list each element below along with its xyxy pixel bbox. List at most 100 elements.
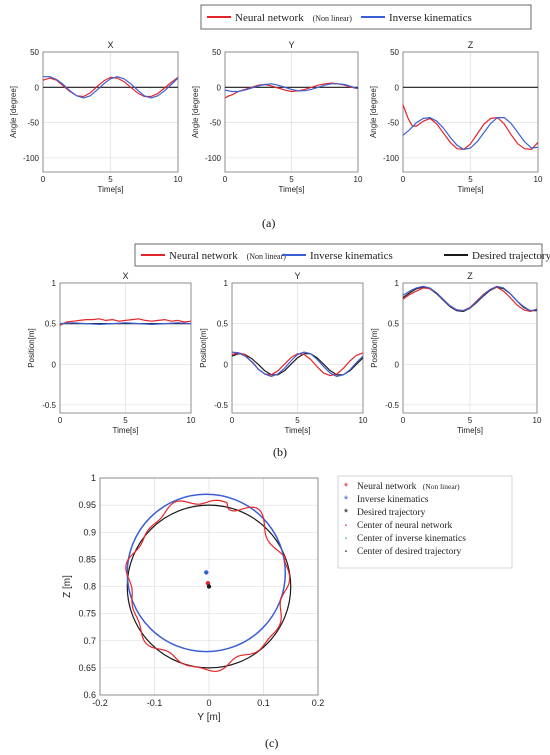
subplot-title: Y bbox=[288, 40, 294, 50]
legend-marker: * bbox=[344, 481, 349, 493]
y-tick-label: -100 bbox=[23, 154, 40, 163]
legend-box bbox=[134, 243, 543, 267]
x-tick-label: 10 bbox=[534, 175, 543, 184]
caption-c: (c) bbox=[265, 736, 279, 750]
y-tick-label: 0.7 bbox=[83, 636, 96, 646]
x-axis-label: Time[s] bbox=[98, 185, 124, 194]
legend-marker: · bbox=[344, 516, 349, 532]
y-tick-label: 0.75 bbox=[78, 609, 96, 619]
axes-frame bbox=[402, 282, 538, 414]
series-line bbox=[42, 76, 179, 98]
y-tick-label: -50 bbox=[209, 119, 221, 128]
x-axis-label: Time[s] bbox=[457, 426, 483, 435]
x-tick-label: 10 bbox=[174, 175, 183, 184]
y-tick-label: 50 bbox=[390, 48, 399, 57]
y-tick-label: 0.5 bbox=[388, 320, 400, 329]
y-tick-label: -0.5 bbox=[42, 401, 56, 410]
series-line bbox=[59, 318, 192, 326]
legend-label: Desired trajectory bbox=[357, 508, 426, 518]
y-tick-label: 0 bbox=[395, 83, 400, 92]
x-tick-label: 0 bbox=[223, 175, 228, 184]
y-tick-label: 0 bbox=[224, 360, 229, 369]
axes-frame bbox=[402, 51, 539, 173]
x-tick-label: 5 bbox=[295, 416, 300, 425]
caption-a: (a) bbox=[262, 216, 276, 230]
y-tick-label: 0 bbox=[35, 83, 40, 92]
y-tick-label: 0.85 bbox=[78, 554, 96, 564]
legend-marker: * bbox=[344, 494, 349, 506]
legend-sublabel: (Non linear) bbox=[313, 14, 353, 23]
y-tick-label: -0.5 bbox=[385, 401, 399, 410]
y-axis-label: Position[m] bbox=[27, 328, 36, 368]
y-axis-label: Position[m] bbox=[199, 328, 208, 368]
series-line bbox=[59, 322, 192, 325]
series-line bbox=[231, 351, 364, 377]
legend-label: Desired trajectory bbox=[472, 250, 550, 262]
series-line bbox=[43, 76, 179, 99]
x-tick-label: 5 bbox=[108, 175, 113, 184]
y-axis-label: Position[m] bbox=[370, 328, 379, 368]
x-tick-label: -0.1 bbox=[147, 698, 163, 708]
y-tick-label: -50 bbox=[27, 119, 39, 128]
trajectory-neural bbox=[125, 499, 291, 672]
x-tick-label: -0.2 bbox=[92, 698, 108, 708]
legend-label: Inverse kinematics bbox=[310, 250, 393, 262]
x-tick-label: 5 bbox=[468, 175, 473, 184]
legend-label: Neural network bbox=[235, 12, 304, 24]
axes-frame bbox=[59, 282, 192, 414]
x-tick-label: 0 bbox=[58, 416, 63, 425]
y-tick-label: 0.9 bbox=[83, 527, 96, 537]
x-tick-label: 0 bbox=[401, 175, 406, 184]
x-tick-label: 10 bbox=[533, 416, 542, 425]
y-tick-label: 0.5 bbox=[45, 320, 57, 329]
x-tick-label: 0 bbox=[206, 698, 211, 708]
x-axis-label: Time[s] bbox=[279, 185, 305, 194]
x-axis-label: Time[s] bbox=[458, 185, 484, 194]
y-tick-label: 0 bbox=[395, 360, 400, 369]
legend-label: Inverse kinematics bbox=[357, 495, 429, 505]
y-tick-label: 0 bbox=[52, 360, 57, 369]
x-tick-label: 0.2 bbox=[312, 698, 325, 708]
y-tick-label: 1 bbox=[91, 473, 96, 483]
x-tick-label: 10 bbox=[187, 416, 196, 425]
series-line bbox=[402, 285, 538, 312]
y-tick-label: 50 bbox=[30, 48, 39, 57]
axes-frame bbox=[231, 282, 364, 414]
y-tick-label: 0.65 bbox=[78, 663, 96, 673]
x-tick-label: 0.1 bbox=[257, 698, 270, 708]
y-axis-label: Angle [degree] bbox=[191, 86, 200, 138]
legend-box bbox=[337, 475, 513, 569]
subplot-title: Z bbox=[468, 40, 474, 50]
center-point bbox=[206, 584, 212, 589]
x-tick-label: 0 bbox=[401, 416, 406, 425]
x-tick-label: 5 bbox=[468, 416, 473, 425]
axes-frame bbox=[99, 477, 319, 696]
subplot-title: X bbox=[107, 40, 113, 50]
trajectory-desired bbox=[126, 504, 292, 669]
y-tick-label: -100 bbox=[205, 154, 222, 163]
legend-marker: * bbox=[344, 507, 349, 519]
y-tick-label: 50 bbox=[212, 48, 221, 57]
y-tick-label: 0 bbox=[217, 83, 222, 92]
y-tick-label: -100 bbox=[383, 154, 400, 163]
legend-sublabel: (Non linear) bbox=[423, 482, 460, 491]
center-point bbox=[204, 570, 209, 575]
series-line bbox=[402, 117, 539, 150]
series-line bbox=[224, 83, 359, 93]
legend-sublabel: (Non linear) bbox=[247, 252, 287, 261]
subplot-title: X bbox=[122, 271, 128, 281]
x-axis-label: Time[s] bbox=[113, 426, 139, 435]
y-axis-label: Angle [degree] bbox=[369, 86, 378, 138]
y-tick-label: -0.5 bbox=[214, 401, 228, 410]
y-tick-label: 0.5 bbox=[217, 320, 229, 329]
x-tick-label: 5 bbox=[123, 416, 128, 425]
legend-label: Center of inverse kinematics bbox=[357, 533, 466, 544]
legend-label: Neural network bbox=[357, 482, 417, 492]
axes-frame bbox=[42, 51, 179, 173]
legend-label: Inverse kinematics bbox=[389, 12, 472, 24]
y-tick-label: 1 bbox=[52, 279, 57, 288]
legend-marker: · bbox=[344, 529, 349, 545]
y-tick-label: 0.8 bbox=[83, 582, 96, 592]
x-tick-label: 10 bbox=[354, 175, 363, 184]
